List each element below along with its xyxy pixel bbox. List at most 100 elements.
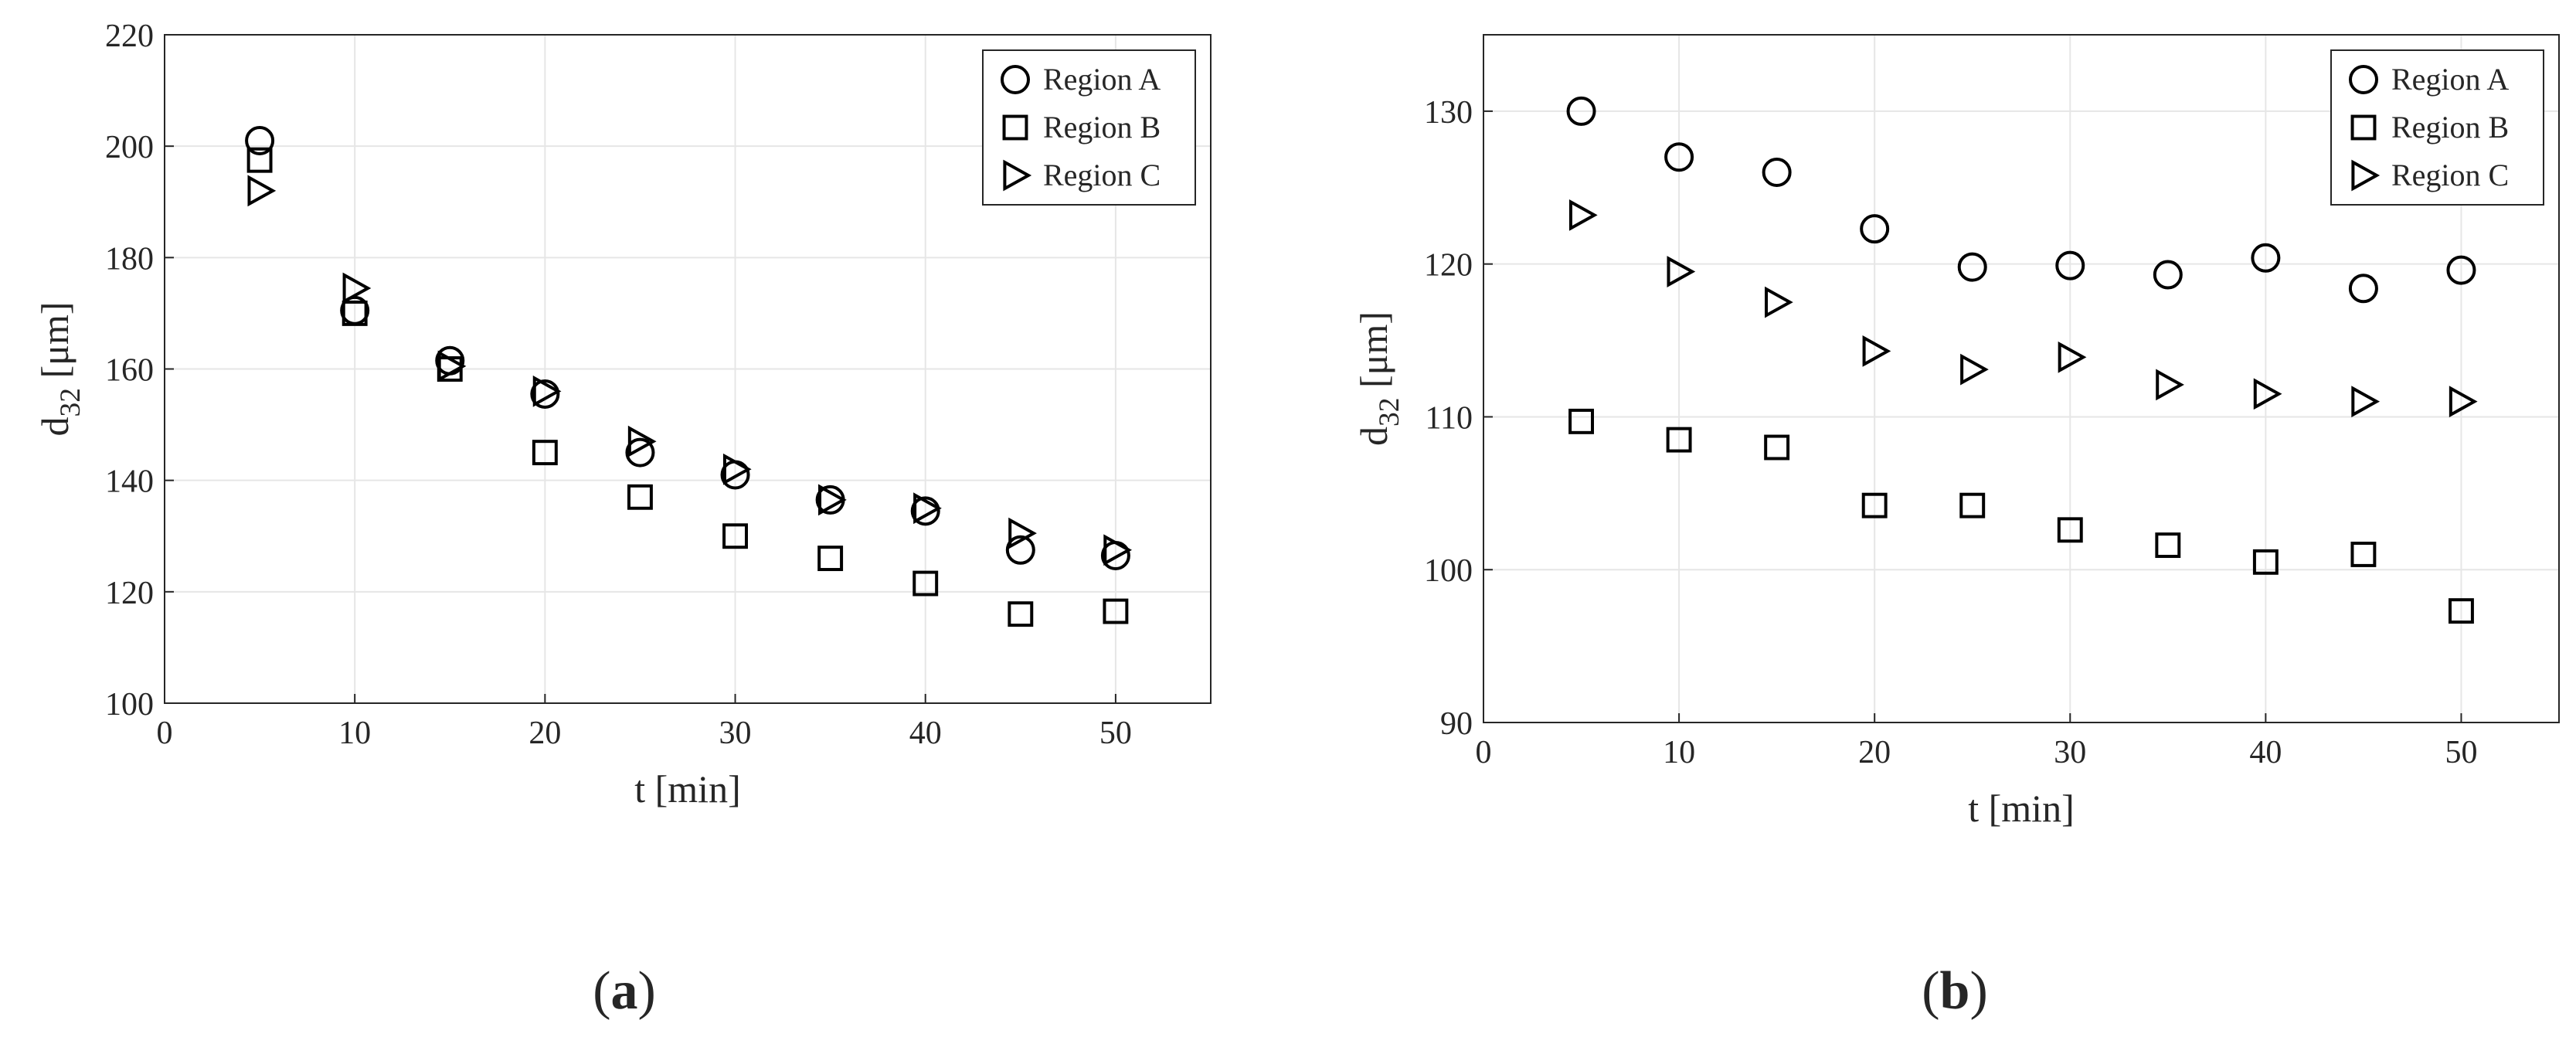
marker-circle (2055, 250, 2085, 280)
y-tick-label: 130 (1424, 95, 1473, 131)
legend-label: Region A (1043, 62, 1161, 97)
marker-circle (2349, 65, 2378, 94)
marker-circle (1762, 158, 1792, 187)
marker-circle (1001, 65, 1030, 94)
y-tick-label: 100 (105, 687, 154, 722)
y-tick-label: 120 (105, 576, 154, 611)
panel-label: (a) (593, 961, 656, 1021)
chart: 90 100 110 120 130 0 10 20 30 40 50 t [min] d32 [μm]… (1352, 34, 2560, 1021)
marker-triangle (2351, 386, 2381, 418)
y-tick-label: 160 (105, 353, 154, 389)
axes-box (1483, 34, 2560, 723)
marker-triangle (2351, 159, 2381, 192)
legend-box (2330, 49, 2544, 206)
marker-square (2350, 114, 2377, 141)
marker-triangle (342, 272, 372, 304)
marker-square (1861, 492, 1888, 518)
marker-square (2449, 598, 2474, 624)
legend: Region A Region B Region C (2330, 49, 2544, 206)
x-tick-label: 0 (1476, 735, 1492, 770)
marker-circle (625, 437, 655, 468)
y-axis-label: d32 [μm] (33, 302, 87, 437)
legend-label: Region A (2391, 62, 2509, 97)
x-tick-label: 20 (528, 716, 561, 751)
x-axis-label: t [min] (634, 767, 740, 811)
x-tick-label: 10 (338, 716, 371, 751)
legend-label: Region B (1043, 110, 1161, 144)
marker-triangle (627, 425, 657, 457)
marker-triangle (1765, 286, 1793, 318)
marker-square (1666, 427, 1692, 453)
marker-triangle (2449, 386, 2478, 418)
marker-square (532, 440, 558, 466)
y-tick-label: 140 (105, 464, 154, 500)
marker-triangle (437, 350, 467, 382)
y-tick-label: 220 (105, 19, 154, 54)
marker-square (1568, 408, 1594, 434)
marker-circle (530, 379, 560, 409)
marker-triangle (1008, 517, 1037, 549)
chart: 100 120 140 160 180 200 220 0 10 20 30 40 50 t [min] d… (33, 19, 1212, 1021)
marker-square (1008, 601, 1034, 627)
x-tick-label: 30 (719, 716, 752, 751)
marker-square (2350, 541, 2377, 567)
marker-square (2252, 549, 2279, 575)
y-tick-label: 200 (105, 130, 154, 165)
legend-label: Region B (2391, 110, 2509, 144)
marker-triangle (818, 484, 847, 516)
x-axis-label: t [min] (1968, 787, 2074, 830)
marker-square (627, 484, 653, 510)
marker-square (2057, 517, 2083, 543)
marker-circle (2348, 274, 2378, 304)
marker-circle (2251, 243, 2281, 273)
marker-square (246, 147, 273, 173)
y-tick-label: 90 (1440, 706, 1473, 742)
legend: Region A Region B Region C (982, 49, 1196, 206)
marker-triangle (1568, 199, 1598, 231)
x-tick-label: 20 (1858, 735, 1891, 770)
y-tick-label: 110 (1426, 400, 1473, 436)
marker-circle (1005, 535, 1035, 565)
marker-triangle (913, 492, 942, 525)
marker-circle (910, 496, 940, 526)
marker-circle (1664, 142, 1694, 172)
y-axis-label: d32 [μm] (1352, 311, 1405, 446)
marker-triangle (1103, 534, 1133, 566)
y-tick-label: 120 (1424, 248, 1473, 284)
x-tick-label: 40 (2249, 735, 2282, 770)
marker-circle (1860, 214, 1890, 244)
x-tick-label: 30 (2054, 735, 2086, 770)
marker-triangle (532, 375, 562, 407)
marker-triangle (1960, 353, 1989, 386)
legend-box (982, 49, 1196, 206)
marker-circle (2153, 260, 2183, 290)
axes-box (164, 34, 1212, 704)
x-tick-label: 0 (157, 716, 173, 751)
marker-triangle (1667, 256, 1696, 287)
x-tick-label: 50 (1099, 716, 1132, 751)
marker-square (722, 523, 748, 549)
marker-square (1764, 434, 1790, 461)
marker-circle (2446, 255, 2476, 285)
marker-square (1002, 114, 1028, 141)
marker-triangle (722, 453, 752, 485)
x-tick-label: 50 (2445, 735, 2477, 770)
marker-triangle (1862, 335, 1891, 367)
x-tick-label: 10 (1663, 735, 1695, 770)
panel-label: (b) (1922, 961, 1988, 1021)
legend-label: Region C (1043, 158, 1161, 192)
marker-circle (1957, 252, 1987, 282)
marker-square (2155, 532, 2181, 559)
marker-triangle (2156, 369, 2184, 401)
y-tick-label: 180 (105, 241, 154, 277)
marker-square (1103, 598, 1129, 624)
x-tick-label: 40 (909, 716, 942, 751)
marker-triangle (1003, 159, 1032, 192)
marker-triangle (247, 175, 277, 207)
marker-square (912, 570, 939, 597)
marker-square (817, 546, 844, 572)
marker-triangle (2253, 378, 2282, 410)
marker-square (342, 300, 368, 326)
marker-circle (1566, 96, 1596, 126)
